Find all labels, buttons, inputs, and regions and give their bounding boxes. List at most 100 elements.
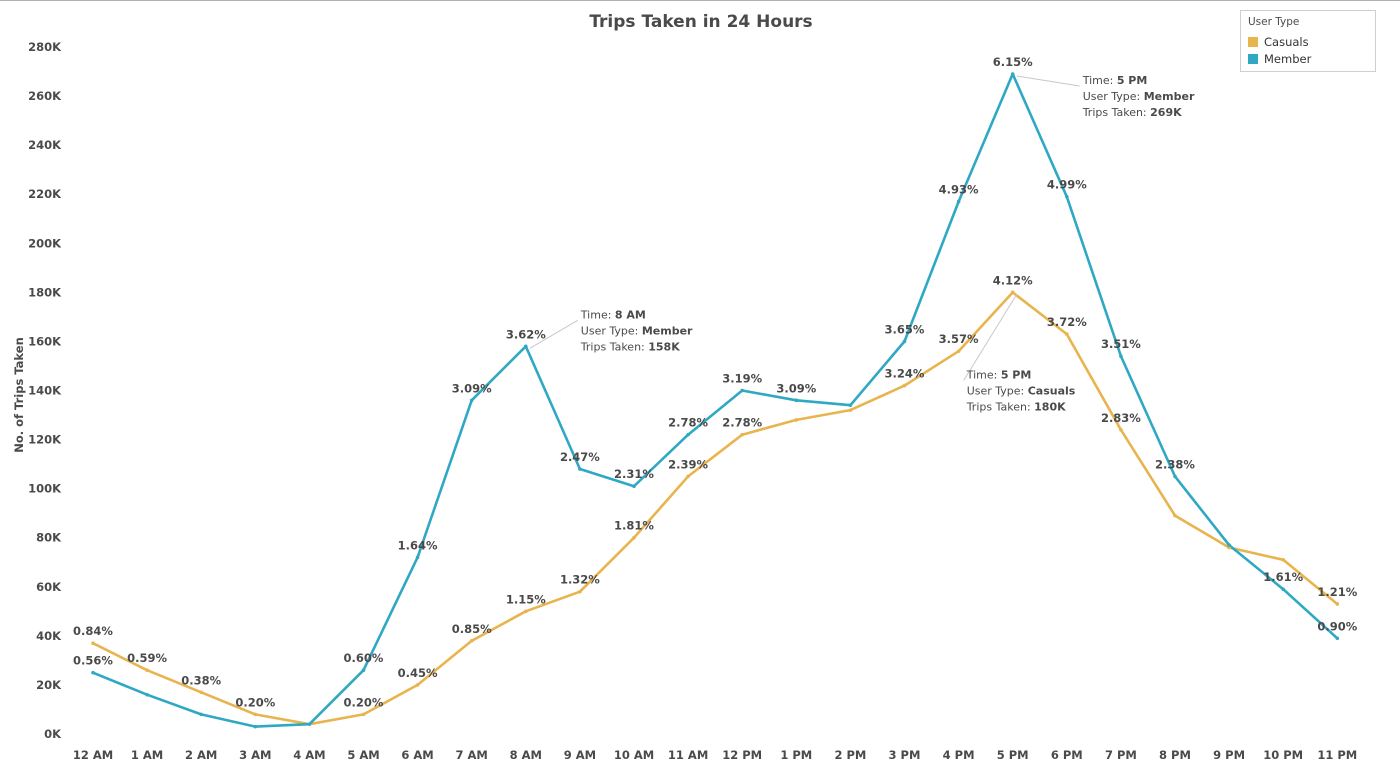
data-label-casuals-11-pm: 1.21% [1317,585,1357,599]
data-point-casuals-11-pm[interactable] [1335,602,1340,606]
series-line-member [91,72,1339,728]
data-point-member-9-am[interactable] [578,467,582,471]
y-tick-label-200k: 200K [28,236,62,250]
data-point-member-6-am[interactable] [415,555,420,560]
y-tick-label-60k: 60K [36,580,62,594]
data-point-casuals-10-am[interactable] [632,535,636,540]
data-point-casuals-9-am[interactable] [578,589,582,594]
data-label-casuals-12-am: 0.84% [73,624,113,638]
data-label-member-7-pm: 3.51% [1101,337,1141,351]
x-tick-label-2-pm: 2 PM [834,748,866,762]
data-point-member-4-pm[interactable] [956,199,961,204]
data-point-member-5-am[interactable] [361,668,366,673]
data-point-member-11-am[interactable] [686,432,690,437]
data-label-member-12-pm: 3.19% [722,372,762,386]
data-point-casuals-1-pm[interactable] [794,418,799,422]
x-tick-label-12-am: 12 AM [73,748,113,762]
data-point-casuals-12-pm[interactable] [740,432,744,437]
x-tick-label-12-pm: 12 PM [722,748,762,762]
y-tick-label-260k: 260K [28,89,62,103]
data-point-member-4-am[interactable] [307,722,312,726]
legend-title: User Type [1248,16,1300,28]
data-point-casuals-5-am[interactable] [361,712,366,717]
annotation-line-1: Time: 8 AM [580,308,646,321]
legend-item-casuals[interactable]: Casuals [1241,33,1375,50]
y-tick-label-160k: 160K [28,334,62,348]
data-label-member-10-pm: 1.61% [1263,570,1303,584]
legend: User Type Casuals Member [1240,10,1376,72]
data-point-member-9-pm[interactable] [1227,543,1231,547]
x-tick-label-1-am: 1 AM [131,748,163,762]
data-point-member-2-am[interactable] [199,712,203,717]
data-point-member-3-am[interactable] [253,724,258,729]
data-point-member-10-am[interactable] [632,484,636,488]
data-point-member-10-pm[interactable] [1281,587,1285,592]
data-point-casuals-2-pm[interactable] [848,408,853,412]
annotation-line-2: User Type: Member [1083,90,1195,103]
data-point-member-7-pm[interactable] [1119,354,1123,358]
data-label-casuals-7-am: 0.85% [452,622,492,636]
data-label-member-1-pm: 3.09% [776,381,816,395]
data-point-casuals-5-pm[interactable] [1010,290,1015,295]
data-label-member-3-pm: 3.65% [885,322,925,336]
annotation-line-2: User Type: Member [581,324,693,337]
data-point-casuals-4-pm[interactable] [956,349,961,354]
annotation-member-5-pm: Time: 5 PM User Type: Member Trips Taken: … [1016,74,1195,119]
data-point-casuals-3-am[interactable] [253,712,258,717]
data-point-member-3-pm[interactable] [902,339,907,344]
data-point-casuals-6-pm[interactable] [1065,332,1069,336]
top-border [0,0,1400,1]
data-point-casuals-11-am[interactable] [686,474,690,479]
x-tick-label-6-am: 6 AM [401,748,433,762]
y-tick-label-120k: 120K [28,433,62,447]
data-label-member-6-pm: 4.99% [1047,178,1087,192]
annotation-line-3: Trips Taken: 269K [1082,106,1182,119]
annotation-line-1: Time: 5 PM [1082,74,1148,87]
data-label-casuals-3-pm: 3.24% [885,367,925,381]
legend-swatch-casuals [1248,36,1258,47]
x-tick-label-4-am: 4 AM [293,748,325,762]
y-tick-label-100k: 100K [28,482,62,496]
data-label-member-5-pm: 6.15% [993,55,1033,69]
annotation-line-1: Time: 5 PM [966,368,1032,381]
data-point-casuals-8-pm[interactable] [1173,513,1177,518]
data-point-casuals-8-am[interactable] [524,609,528,614]
data-point-casuals-2-am[interactable] [199,690,203,695]
data-label-casuals-1-am: 0.59% [127,651,167,665]
data-point-member-12-am[interactable] [91,670,95,675]
data-label-casuals-6-am: 0.45% [398,666,438,680]
x-tick-label-10-am: 10 AM [614,748,654,762]
data-point-member-12-pm[interactable] [740,388,744,393]
data-label-member-8-am: 3.62% [506,327,546,341]
data-point-member-8-am[interactable] [524,344,528,349]
data-point-member-6-pm[interactable] [1065,194,1069,199]
series-points [91,72,1340,729]
data-point-member-2-pm[interactable] [848,403,853,408]
data-label-member-7-am: 3.09% [452,381,492,395]
data-point-casuals-10-pm[interactable] [1281,557,1285,562]
data-point-member-1-pm[interactable] [794,398,799,403]
data-point-casuals-7-am[interactable] [469,638,474,643]
data-label-casuals-10-am: 1.81% [614,519,654,533]
data-point-member-5-pm[interactable] [1010,72,1015,76]
data-point-member-8-pm[interactable] [1173,474,1177,479]
data-point-member-7-am[interactable] [469,398,474,403]
data-point-member-11-pm[interactable] [1335,636,1340,641]
data-point-casuals-7-pm[interactable] [1119,427,1123,432]
data-labels: 0.84% 0.56% 0.59% 0.38% 0.20% 0.20% 0.60% 0.45%… [73,55,1358,709]
data-label-casuals-8-am: 1.15% [506,592,546,606]
y-axis-ticks: 0K 20K 40K 60K 80K 100K 120K 140K 160K 180K 200K 22… [28,40,62,741]
data-point-casuals-12-am[interactable] [91,641,95,646]
data-point-member-1-am[interactable] [145,692,149,697]
data-point-casuals-1-am[interactable] [145,668,149,673]
x-tick-label-7-am: 7 AM [456,748,488,762]
annotation-line-3: Trips Taken: 158K [580,340,680,353]
y-tick-label-240k: 240K [28,138,62,152]
legend-label-casuals: Casuals [1264,34,1309,49]
data-point-casuals-3-pm[interactable] [902,383,907,388]
data-point-casuals-6-am[interactable] [415,683,420,687]
data-label-member-10-am: 2.31% [614,467,654,481]
legend-item-member[interactable]: Member [1241,50,1375,67]
x-tick-label-8-am: 8 AM [510,748,542,762]
data-label-member-9-am: 2.47% [560,450,600,464]
